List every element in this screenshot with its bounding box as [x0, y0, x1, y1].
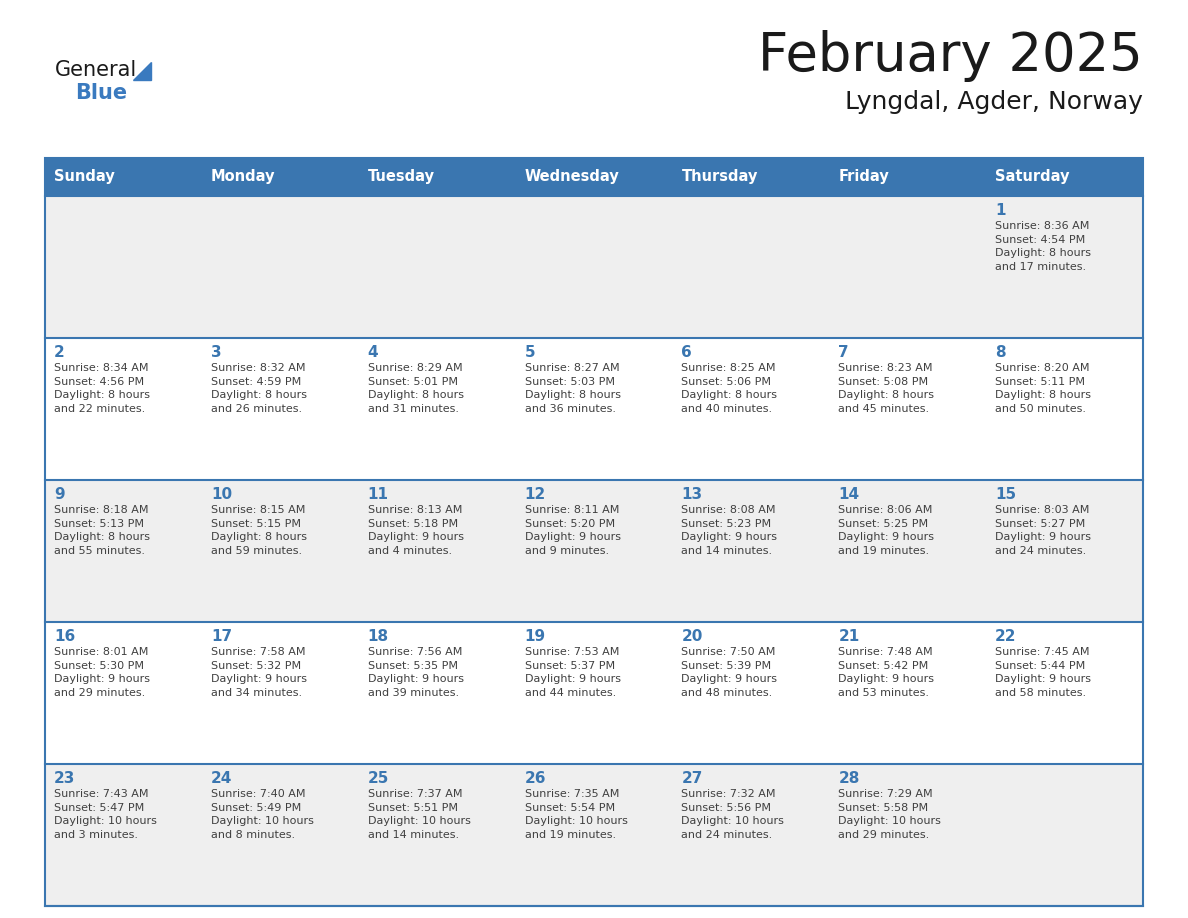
Bar	[516, 158, 672, 196]
Polygon shape	[133, 62, 151, 80]
Text: 8: 8	[996, 345, 1006, 360]
Text: 25: 25	[368, 771, 390, 786]
Text: 11: 11	[368, 487, 388, 502]
Text: Monday: Monday	[210, 170, 276, 185]
Text: Thursday: Thursday	[682, 170, 758, 185]
Text: Sunrise: 7:35 AM
Sunset: 5:54 PM
Daylight: 10 hours
and 19 minutes.: Sunrise: 7:35 AM Sunset: 5:54 PM Dayligh…	[525, 789, 627, 840]
Bar	[45, 158, 1143, 906]
Text: Saturday: Saturday	[996, 170, 1069, 185]
Bar	[829, 158, 986, 196]
Text: 21: 21	[839, 629, 860, 644]
Text: 6: 6	[682, 345, 693, 360]
Text: Sunrise: 7:56 AM
Sunset: 5:35 PM
Daylight: 9 hours
and 39 minutes.: Sunrise: 7:56 AM Sunset: 5:35 PM Dayligh…	[368, 647, 463, 698]
Text: 23: 23	[53, 771, 75, 786]
Text: Sunrise: 7:45 AM
Sunset: 5:44 PM
Daylight: 9 hours
and 58 minutes.: Sunrise: 7:45 AM Sunset: 5:44 PM Dayligh…	[996, 647, 1091, 698]
Text: Sunrise: 8:23 AM
Sunset: 5:08 PM
Daylight: 8 hours
and 45 minutes.: Sunrise: 8:23 AM Sunset: 5:08 PM Dayligh…	[839, 363, 934, 414]
Text: Sunrise: 7:50 AM
Sunset: 5:39 PM
Daylight: 9 hours
and 48 minutes.: Sunrise: 7:50 AM Sunset: 5:39 PM Dayligh…	[682, 647, 777, 698]
Text: Sunrise: 7:43 AM
Sunset: 5:47 PM
Daylight: 10 hours
and 3 minutes.: Sunrise: 7:43 AM Sunset: 5:47 PM Dayligh…	[53, 789, 157, 840]
Text: Sunrise: 8:08 AM
Sunset: 5:23 PM
Daylight: 9 hours
and 14 minutes.: Sunrise: 8:08 AM Sunset: 5:23 PM Dayligh…	[682, 505, 777, 555]
Text: 2: 2	[53, 345, 65, 360]
Text: Sunrise: 8:27 AM
Sunset: 5:03 PM
Daylight: 8 hours
and 36 minutes.: Sunrise: 8:27 AM Sunset: 5:03 PM Dayligh…	[525, 363, 620, 414]
Text: Sunrise: 8:18 AM
Sunset: 5:13 PM
Daylight: 8 hours
and 55 minutes.: Sunrise: 8:18 AM Sunset: 5:13 PM Dayligh…	[53, 505, 150, 555]
Text: 19: 19	[525, 629, 545, 644]
Text: Sunrise: 8:20 AM
Sunset: 5:11 PM
Daylight: 8 hours
and 50 minutes.: Sunrise: 8:20 AM Sunset: 5:11 PM Dayligh…	[996, 363, 1091, 414]
Text: General: General	[55, 60, 138, 80]
Bar	[672, 158, 829, 196]
Text: Sunrise: 7:58 AM
Sunset: 5:32 PM
Daylight: 9 hours
and 34 minutes.: Sunrise: 7:58 AM Sunset: 5:32 PM Dayligh…	[210, 647, 307, 698]
Text: 17: 17	[210, 629, 232, 644]
Text: 1: 1	[996, 203, 1006, 218]
Text: Sunrise: 8:01 AM
Sunset: 5:30 PM
Daylight: 9 hours
and 29 minutes.: Sunrise: 8:01 AM Sunset: 5:30 PM Dayligh…	[53, 647, 150, 698]
Text: Sunrise: 7:40 AM
Sunset: 5:49 PM
Daylight: 10 hours
and 8 minutes.: Sunrise: 7:40 AM Sunset: 5:49 PM Dayligh…	[210, 789, 314, 840]
Bar	[45, 158, 202, 196]
Text: Sunrise: 8:34 AM
Sunset: 4:56 PM
Daylight: 8 hours
and 22 minutes.: Sunrise: 8:34 AM Sunset: 4:56 PM Dayligh…	[53, 363, 150, 414]
Text: Wednesday: Wednesday	[525, 170, 619, 185]
Text: 24: 24	[210, 771, 232, 786]
Text: Sunrise: 8:29 AM
Sunset: 5:01 PM
Daylight: 8 hours
and 31 minutes.: Sunrise: 8:29 AM Sunset: 5:01 PM Dayligh…	[368, 363, 463, 414]
Bar	[986, 158, 1143, 196]
Text: 9: 9	[53, 487, 64, 502]
Text: 18: 18	[368, 629, 388, 644]
Text: Sunrise: 7:37 AM
Sunset: 5:51 PM
Daylight: 10 hours
and 14 minutes.: Sunrise: 7:37 AM Sunset: 5:51 PM Dayligh…	[368, 789, 470, 840]
Text: 26: 26	[525, 771, 546, 786]
Text: Sunrise: 7:48 AM
Sunset: 5:42 PM
Daylight: 9 hours
and 53 minutes.: Sunrise: 7:48 AM Sunset: 5:42 PM Dayligh…	[839, 647, 934, 698]
Text: 28: 28	[839, 771, 860, 786]
Text: Sunrise: 8:25 AM
Sunset: 5:06 PM
Daylight: 8 hours
and 40 minutes.: Sunrise: 8:25 AM Sunset: 5:06 PM Dayligh…	[682, 363, 777, 414]
Text: 20: 20	[682, 629, 703, 644]
Text: Sunrise: 7:32 AM
Sunset: 5:56 PM
Daylight: 10 hours
and 24 minutes.: Sunrise: 7:32 AM Sunset: 5:56 PM Dayligh…	[682, 789, 784, 840]
Text: Sunday: Sunday	[53, 170, 115, 185]
Text: Friday: Friday	[839, 170, 889, 185]
Bar	[45, 480, 1143, 622]
Text: 7: 7	[839, 345, 849, 360]
Bar	[45, 764, 1143, 906]
Text: Sunrise: 8:06 AM
Sunset: 5:25 PM
Daylight: 9 hours
and 19 minutes.: Sunrise: 8:06 AM Sunset: 5:25 PM Dayligh…	[839, 505, 934, 555]
Text: Sunrise: 7:29 AM
Sunset: 5:58 PM
Daylight: 10 hours
and 29 minutes.: Sunrise: 7:29 AM Sunset: 5:58 PM Dayligh…	[839, 789, 941, 840]
Text: 27: 27	[682, 771, 703, 786]
Text: Lyngdal, Agder, Norway: Lyngdal, Agder, Norway	[845, 90, 1143, 114]
Text: 22: 22	[996, 629, 1017, 644]
Text: 13: 13	[682, 487, 702, 502]
Text: 3: 3	[210, 345, 221, 360]
Text: February 2025: February 2025	[758, 30, 1143, 82]
Text: 5: 5	[525, 345, 536, 360]
Text: Sunrise: 8:32 AM
Sunset: 4:59 PM
Daylight: 8 hours
and 26 minutes.: Sunrise: 8:32 AM Sunset: 4:59 PM Dayligh…	[210, 363, 307, 414]
Bar	[45, 338, 1143, 480]
Text: Sunrise: 8:11 AM
Sunset: 5:20 PM
Daylight: 9 hours
and 9 minutes.: Sunrise: 8:11 AM Sunset: 5:20 PM Dayligh…	[525, 505, 620, 555]
Text: 10: 10	[210, 487, 232, 502]
Text: 12: 12	[525, 487, 545, 502]
Text: 14: 14	[839, 487, 859, 502]
Bar	[202, 158, 359, 196]
Text: 15: 15	[996, 487, 1016, 502]
Text: Sunrise: 7:53 AM
Sunset: 5:37 PM
Daylight: 9 hours
and 44 minutes.: Sunrise: 7:53 AM Sunset: 5:37 PM Dayligh…	[525, 647, 620, 698]
Text: 16: 16	[53, 629, 75, 644]
Bar	[359, 158, 516, 196]
Bar	[45, 622, 1143, 764]
Text: 4: 4	[368, 345, 378, 360]
Bar	[45, 196, 1143, 338]
Text: Sunrise: 8:15 AM
Sunset: 5:15 PM
Daylight: 8 hours
and 59 minutes.: Sunrise: 8:15 AM Sunset: 5:15 PM Dayligh…	[210, 505, 307, 555]
Text: Sunrise: 8:13 AM
Sunset: 5:18 PM
Daylight: 9 hours
and 4 minutes.: Sunrise: 8:13 AM Sunset: 5:18 PM Dayligh…	[368, 505, 463, 555]
Text: Sunrise: 8:36 AM
Sunset: 4:54 PM
Daylight: 8 hours
and 17 minutes.: Sunrise: 8:36 AM Sunset: 4:54 PM Dayligh…	[996, 221, 1091, 272]
Text: Sunrise: 8:03 AM
Sunset: 5:27 PM
Daylight: 9 hours
and 24 minutes.: Sunrise: 8:03 AM Sunset: 5:27 PM Dayligh…	[996, 505, 1091, 555]
Text: Tuesday: Tuesday	[368, 170, 435, 185]
Text: Blue: Blue	[75, 83, 127, 103]
